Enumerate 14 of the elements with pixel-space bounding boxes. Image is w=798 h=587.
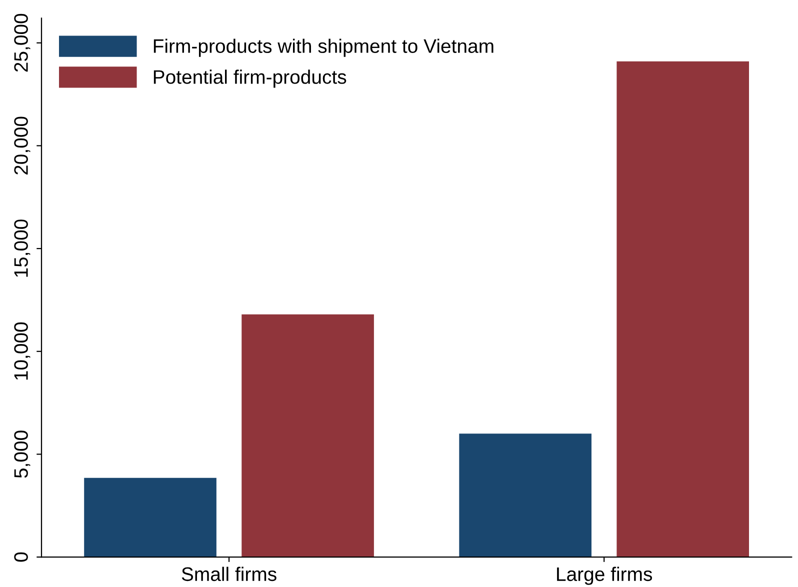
- bar: [459, 434, 592, 558]
- x-tick-label: Large firms: [557, 566, 652, 585]
- y-tick-label: 0: [14, 552, 28, 562]
- y-tick-label: 25,000: [14, 14, 30, 72]
- bar: [84, 478, 216, 558]
- bar: [242, 314, 374, 558]
- y-tick-label: 5,000: [14, 430, 30, 478]
- y-tick-label: 10,000: [14, 322, 30, 380]
- legend-label: Firm-products with shipment to Vietnam: [154, 38, 494, 57]
- x-tick-label: Small firms: [182, 566, 276, 582]
- legend-label: Potential firm-products: [154, 70, 346, 88]
- bar: [616, 61, 750, 558]
- y-tick-label: 15,000: [14, 220, 30, 277]
- y-tick-label: 20,000: [14, 116, 30, 174]
